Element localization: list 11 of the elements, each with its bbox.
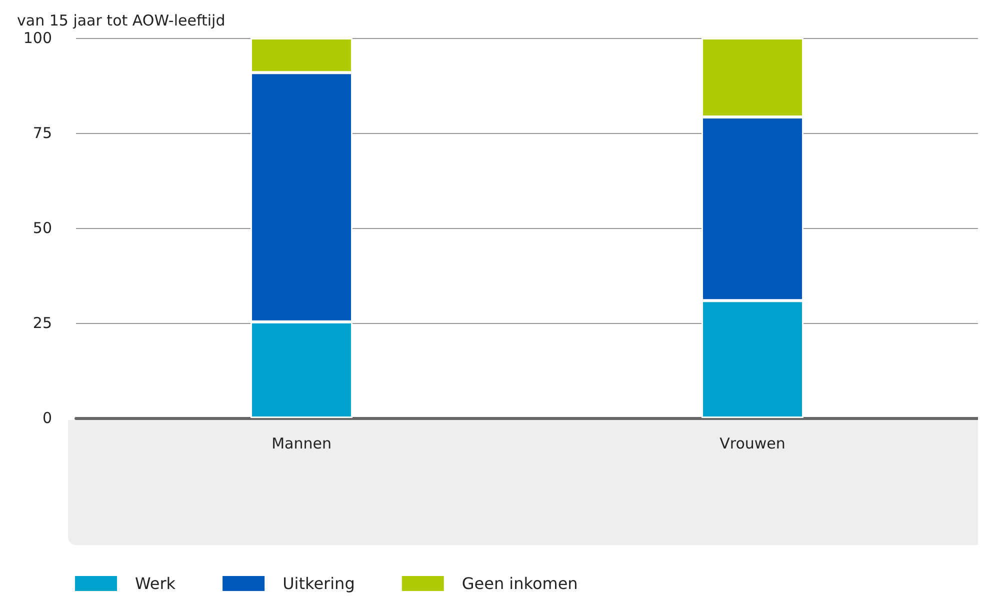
legend-label: Geen inkomen — [462, 574, 578, 593]
y-axis-title: van 15 jaar tot AOW-leeftijd — [17, 12, 226, 30]
x-tick-label: Vrouwen — [720, 434, 786, 452]
y-tick-label: 50 — [32, 219, 52, 237]
y-tick-label: 25 — [32, 314, 52, 332]
y-tick-label: 0 — [42, 409, 52, 427]
y-tick-label: 75 — [32, 124, 52, 142]
legend-label: Werk — [135, 574, 176, 593]
legend-label: Uitkering — [282, 574, 355, 593]
x-tick-label: Mannen — [272, 434, 332, 452]
y-tick-label: 100 — [23, 29, 52, 47]
